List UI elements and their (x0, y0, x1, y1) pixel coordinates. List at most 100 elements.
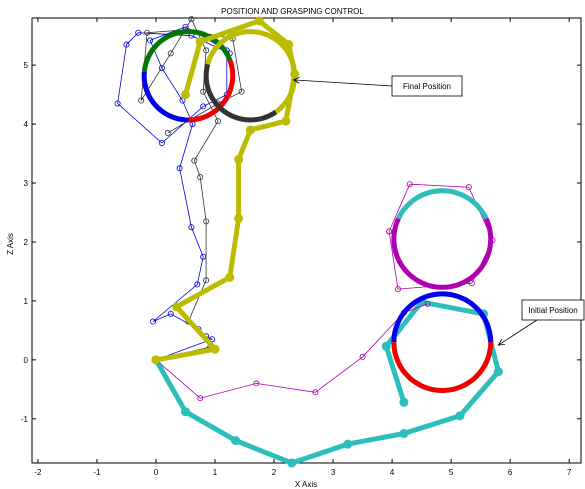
arm-joint-point (290, 69, 300, 79)
annotation-label: Initial Position (528, 306, 577, 315)
y-tick-label: 1 (24, 297, 29, 306)
trajectory-point (158, 139, 165, 146)
gripper-circle-arc (391, 217, 401, 261)
trajectory-point (197, 395, 204, 402)
trajectory-point (386, 228, 393, 235)
trajectory-point (394, 286, 401, 293)
x-tick-label: 0 (154, 468, 159, 477)
arm-joint-point (455, 411, 465, 421)
x-tick-label: -2 (34, 468, 42, 477)
arrow-head-icon (292, 76, 300, 84)
gripper-circle-arc (391, 291, 494, 343)
trajectory-point (114, 100, 121, 107)
y-axis-title: Z Axis (6, 233, 15, 255)
trajectory-point (203, 47, 210, 54)
arrow-head-icon (497, 339, 506, 346)
trajectory-point (406, 181, 413, 188)
arm-joint-point (234, 213, 244, 223)
arm-joint-point (287, 458, 297, 468)
arm-joint-point (245, 125, 255, 135)
gripper-circle-arc (396, 188, 489, 220)
x-axis-title: X Axis (295, 480, 317, 489)
arm-joint-point (195, 37, 205, 47)
trajectory-point (188, 224, 195, 231)
arm-joint-point (381, 341, 391, 351)
trajectory-point (203, 277, 210, 284)
trajectory-point (238, 88, 245, 95)
trajectory-point (200, 88, 207, 95)
gripper-circle-arc (188, 59, 236, 123)
arm-link-line (153, 299, 501, 466)
trajectory-point (194, 281, 201, 288)
chart-title: POSITION AND GRASPING CONTROL (221, 7, 364, 16)
x-tick-label: 4 (390, 468, 395, 477)
trajectory-point (144, 29, 151, 36)
trajectory-point (138, 97, 145, 104)
y-tick-label: 5 (24, 61, 29, 70)
trajectory-point (150, 318, 157, 325)
arm-joint-point (225, 272, 235, 282)
trajectory-point (167, 310, 174, 317)
trajectory-point (203, 218, 210, 225)
trajectory-line (117, 26, 230, 361)
trajectory-point (359, 353, 366, 360)
x-tick-label: 2 (272, 468, 277, 477)
annotation-arrow (293, 79, 393, 87)
arm-joint-point (180, 407, 190, 417)
trajectory-point (164, 129, 171, 136)
trajectory-point (209, 336, 216, 343)
x-tick-label: 5 (449, 468, 454, 477)
annotation-label: Final Position (403, 82, 451, 91)
x-tick-label: 1 (213, 468, 218, 477)
y-tick-label: -1 (21, 415, 29, 424)
arm-joint-point (172, 302, 182, 312)
x-tick-label: 6 (508, 468, 513, 477)
trajectory-point (253, 380, 260, 387)
arm-joint-point (343, 439, 353, 449)
trajectory-point (135, 29, 142, 36)
trajectory-point (147, 37, 154, 44)
x-tick-label: -1 (93, 468, 101, 477)
trajectory-point (214, 118, 221, 125)
arm-joint-point (281, 116, 291, 126)
trajectory-point (176, 165, 183, 172)
y-tick-label: 0 (24, 356, 29, 365)
arm-joint-point (234, 154, 244, 164)
gripper-circle-arc (141, 71, 189, 123)
annotation-box (521, 299, 585, 321)
gripper-circle-arc (396, 258, 489, 290)
trajectory-point (188, 16, 195, 23)
gripper-circle-arc (203, 63, 278, 123)
gripper-circle-arc (205, 29, 297, 69)
x-tick-label: 3 (331, 468, 336, 477)
trajectory-point (167, 50, 174, 57)
y-tick-label: 3 (24, 179, 29, 188)
trajectory-point (197, 174, 204, 181)
arm-joint-point (210, 344, 220, 354)
y-tick-label: 2 (24, 238, 29, 247)
arm-joint-point (493, 367, 503, 377)
arm-joint-point (399, 429, 409, 439)
trajectory-point (465, 184, 472, 191)
trajectory-point (158, 65, 165, 72)
trajectory-point (123, 41, 130, 48)
arm-joint-point (399, 397, 409, 407)
y-tick-label: 4 (24, 120, 29, 129)
arm-joint-point (180, 90, 190, 100)
plot-area (31, 17, 582, 464)
trajectory-point (191, 157, 198, 164)
arm-joint-point (231, 436, 241, 446)
trajectory-line (140, 18, 243, 361)
trajectory-point (312, 389, 319, 396)
trajectory-point (468, 280, 475, 287)
gripper-circle-arc (483, 217, 494, 261)
arm-joint-point (151, 355, 161, 365)
arm-joint-point (254, 16, 264, 26)
gripper-circle-arc (391, 342, 494, 393)
trajectory-point (424, 300, 431, 307)
annotation-arrow (498, 319, 538, 346)
trajectory-point (200, 103, 207, 110)
x-tick-label: 7 (567, 468, 572, 477)
arm-joint-point (284, 40, 294, 50)
